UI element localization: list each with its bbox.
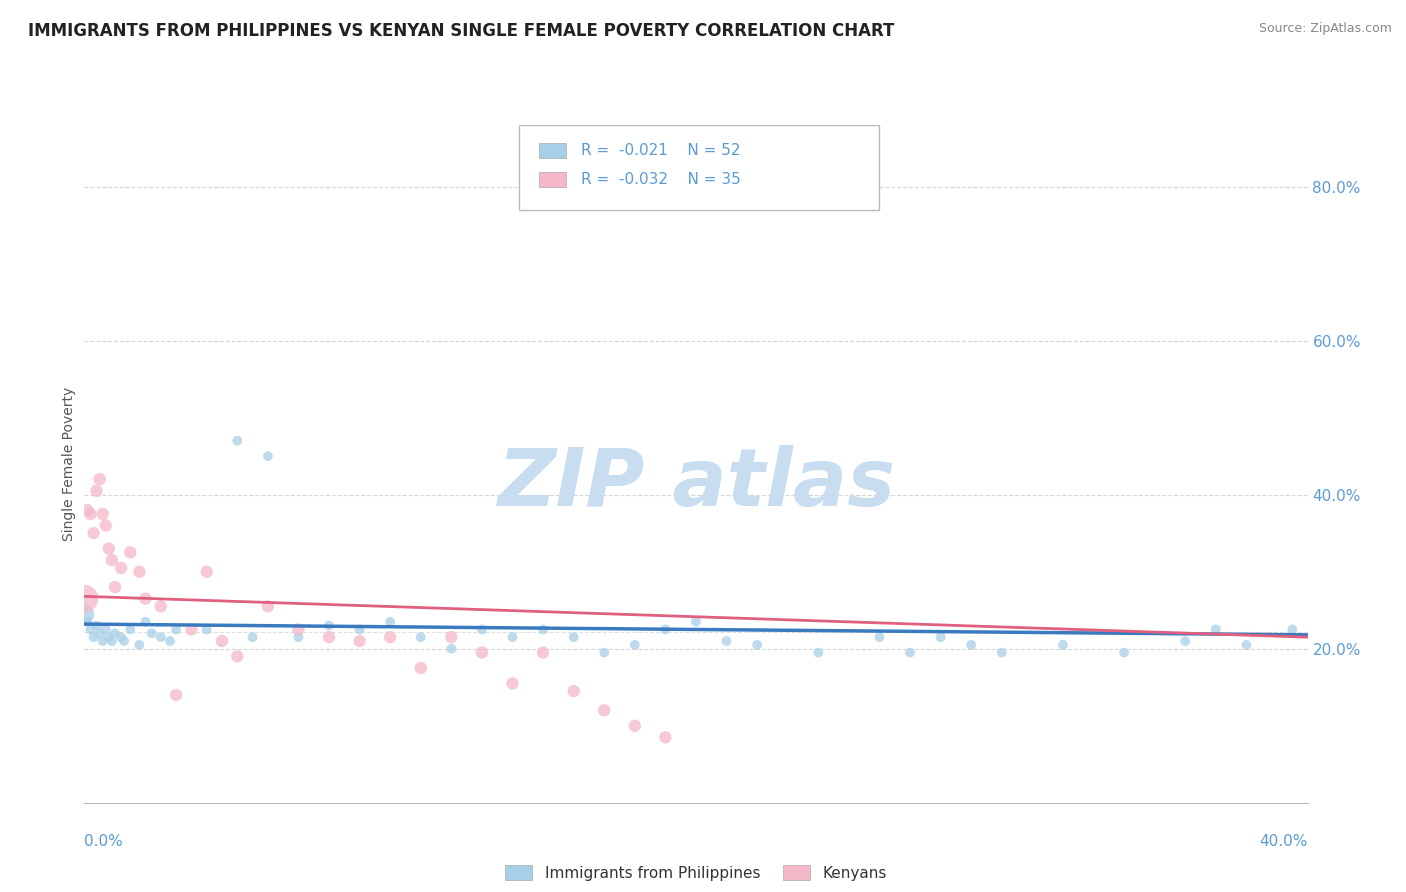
Point — [91, 634, 114, 648]
Point — [120, 623, 142, 637]
Point — [94, 518, 117, 533]
Point — [83, 526, 105, 541]
Point — [440, 630, 463, 644]
Point — [716, 634, 738, 648]
Point — [120, 545, 142, 559]
Point — [73, 607, 96, 621]
Point — [242, 630, 264, 644]
Point — [101, 553, 124, 567]
Point — [128, 565, 150, 579]
Point — [79, 623, 101, 637]
Point — [991, 646, 1014, 660]
Point — [226, 649, 249, 664]
Point — [141, 626, 163, 640]
Point — [73, 591, 96, 606]
Point — [83, 630, 105, 644]
Point — [531, 646, 554, 660]
Point — [1281, 623, 1303, 637]
Point — [531, 623, 554, 637]
Point — [211, 634, 233, 648]
Point — [380, 615, 402, 629]
Point — [898, 646, 921, 660]
Point — [654, 623, 676, 637]
Text: R =  -0.021    N = 52: R = -0.021 N = 52 — [581, 143, 741, 158]
Point — [91, 507, 114, 521]
Point — [195, 623, 218, 637]
Point — [929, 630, 952, 644]
Point — [79, 507, 101, 521]
Point — [195, 565, 218, 579]
Point — [104, 580, 127, 594]
Y-axis label: Single Female Poverty: Single Female Poverty — [62, 387, 76, 541]
Point — [471, 623, 494, 637]
Point — [94, 623, 117, 637]
Point — [502, 630, 524, 644]
Point — [562, 684, 585, 698]
Point — [101, 634, 124, 648]
Point — [349, 623, 371, 637]
FancyBboxPatch shape — [519, 125, 880, 210]
Point — [869, 630, 891, 644]
Point — [1174, 634, 1197, 648]
Text: R =  -0.032    N = 35: R = -0.032 N = 35 — [581, 171, 741, 186]
Point — [97, 630, 120, 644]
Point — [257, 599, 280, 614]
Text: Source: ZipAtlas.com: Source: ZipAtlas.com — [1258, 22, 1392, 36]
Text: ZIP atlas: ZIP atlas — [496, 445, 896, 524]
Point — [1234, 638, 1257, 652]
Point — [76, 503, 98, 517]
Point — [97, 541, 120, 556]
Point — [180, 623, 202, 637]
Point — [135, 615, 157, 629]
Legend: Immigrants from Philippines, Kenyans: Immigrants from Philippines, Kenyans — [499, 858, 893, 887]
Point — [76, 615, 98, 629]
Point — [380, 630, 402, 644]
Point — [471, 646, 494, 660]
Text: 0.0%: 0.0% — [84, 834, 124, 849]
Point — [149, 630, 172, 644]
Text: 40.0%: 40.0% — [1260, 834, 1308, 849]
Point — [562, 630, 585, 644]
Point — [226, 434, 249, 448]
Point — [104, 626, 127, 640]
Point — [128, 638, 150, 652]
Point — [1052, 638, 1074, 652]
Point — [287, 623, 309, 637]
Point — [440, 641, 463, 656]
Point — [257, 449, 280, 463]
Point — [1114, 646, 1136, 660]
Point — [165, 688, 187, 702]
Point — [654, 731, 676, 745]
Point — [502, 676, 524, 690]
Point — [593, 703, 616, 717]
Point — [624, 638, 647, 652]
Point — [165, 623, 187, 637]
Point — [349, 634, 371, 648]
Point — [318, 630, 340, 644]
Point — [89, 626, 111, 640]
Point — [624, 719, 647, 733]
Point — [409, 661, 432, 675]
Point — [135, 591, 157, 606]
Point — [86, 483, 108, 498]
Point — [86, 618, 108, 632]
Point — [287, 630, 309, 644]
FancyBboxPatch shape — [540, 144, 567, 158]
Point — [685, 615, 707, 629]
Point — [960, 638, 983, 652]
Point — [1205, 623, 1227, 637]
Point — [593, 646, 616, 660]
FancyBboxPatch shape — [540, 171, 567, 186]
Point — [159, 634, 181, 648]
Point — [110, 630, 132, 644]
Point — [747, 638, 769, 652]
Point — [110, 561, 132, 575]
Point — [112, 634, 135, 648]
Point — [807, 646, 830, 660]
Point — [409, 630, 432, 644]
Text: IMMIGRANTS FROM PHILIPPINES VS KENYAN SINGLE FEMALE POVERTY CORRELATION CHART: IMMIGRANTS FROM PHILIPPINES VS KENYAN SI… — [28, 22, 894, 40]
Point — [318, 618, 340, 632]
Point — [149, 599, 172, 614]
Point — [89, 472, 111, 486]
